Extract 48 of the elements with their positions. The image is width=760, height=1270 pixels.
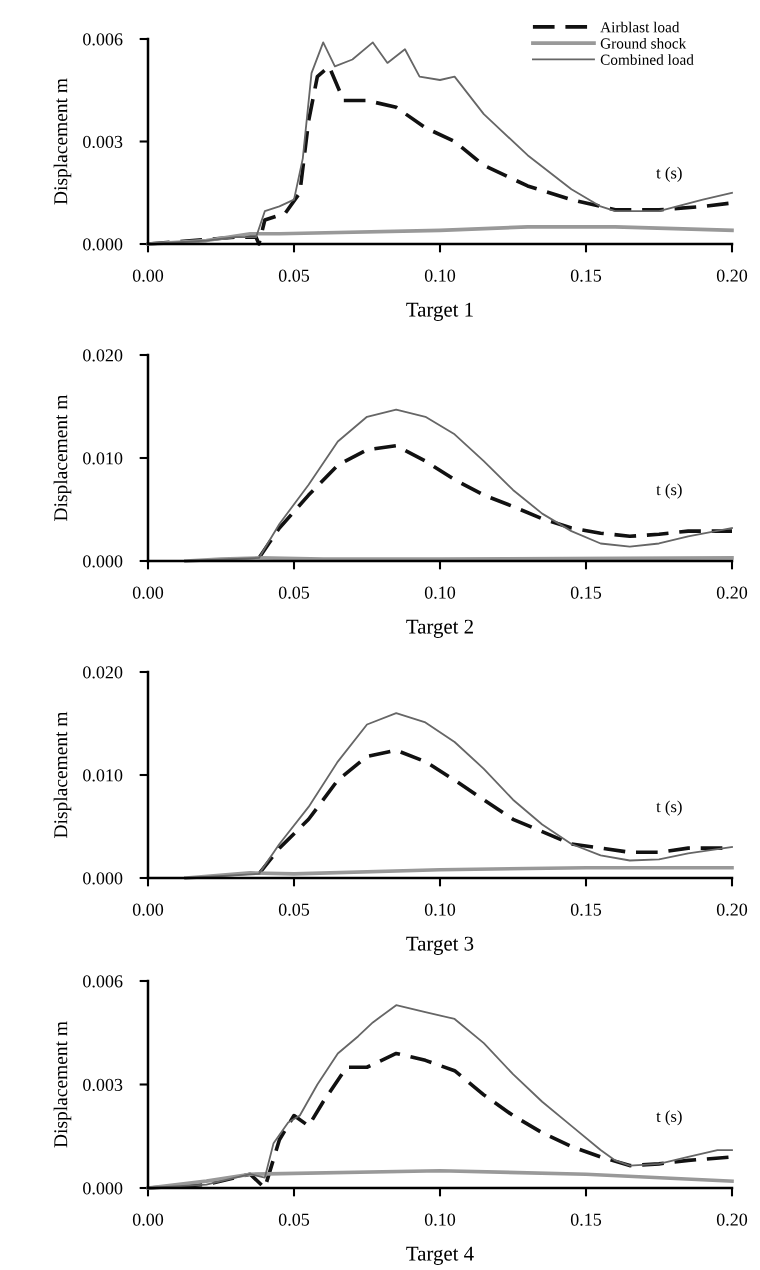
y-tick-label: 0.020	[83, 349, 123, 362]
annotation: t (s)	[656, 800, 682, 816]
line-series	[184, 865, 734, 880]
x-tick-label: 0.05	[278, 269, 310, 282]
x-tick-label: 0.15	[570, 1213, 602, 1226]
x-tick-label: 0.10	[424, 586, 456, 599]
y-tick-label: 0.000	[83, 555, 123, 568]
x-tick-label: 0.10	[424, 1213, 456, 1226]
x-tick-label: 0.15	[570, 586, 602, 599]
x-tick-label: 0.20	[716, 269, 748, 282]
x-tick-label: 0.15	[570, 269, 602, 282]
x-tick-label: 0.10	[424, 903, 456, 916]
y-tick-label: 0.003	[83, 1078, 123, 1092]
y-tick-label: 0.010	[83, 452, 123, 465]
x-tick-label: 0.15	[570, 903, 602, 916]
annotation: t (s)	[656, 1110, 682, 1126]
y-tick-label: 0.000	[83, 238, 123, 251]
y-axis-title: Displacement m	[53, 711, 72, 838]
x-tick-label: 0.05	[278, 1213, 310, 1226]
legend-label: Airblast load	[600, 21, 680, 33]
y-axis-title: Displacement m	[53, 394, 72, 521]
y-tick-label: 0.010	[83, 769, 123, 782]
x-axis-title: Target 4	[406, 1246, 474, 1265]
y-tick-label: 0.000	[83, 1182, 123, 1195]
x-tick-label: 0.00	[132, 586, 164, 599]
y-tick-label: 0.006	[83, 33, 123, 46]
y-tick-label: 0.006	[83, 975, 123, 988]
x-axis-title: Target 3	[406, 936, 474, 955]
y-tick-label: 0.003	[83, 135, 123, 149]
x-tick-label: 0.00	[132, 903, 164, 916]
x-axis-title: Target 2	[406, 619, 473, 638]
x-tick-label: 0.20	[716, 1213, 748, 1226]
annotation: t (s)	[656, 166, 682, 182]
x-tick-label: 0.20	[716, 903, 748, 916]
legend-label: Ground shock	[600, 37, 687, 49]
y-axis-title: Displacement m	[53, 1021, 72, 1148]
y-axis-title: Displacement m	[53, 78, 72, 205]
y-tick-label: 0.000	[83, 872, 123, 885]
x-tick-label: 0.10	[424, 269, 456, 282]
legend-label: Combined load	[600, 54, 694, 65]
x-axis-title: Target 1	[406, 302, 473, 321]
x-tick-label: 0.05	[278, 903, 310, 916]
x-tick-label: 0.00	[132, 1213, 164, 1226]
x-tick-label: 0.00	[132, 269, 164, 282]
annotation: t (s)	[656, 483, 682, 499]
x-tick-label: 0.20	[716, 586, 748, 599]
x-tick-label: 0.05	[278, 586, 310, 599]
y-tick-label: 0.020	[83, 666, 123, 679]
